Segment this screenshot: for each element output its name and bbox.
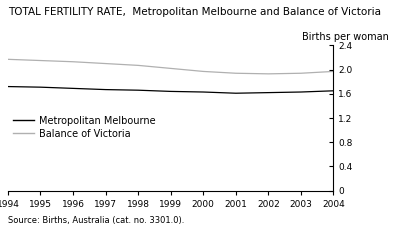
Metropolitan Melbourne bbox=[201, 91, 206, 93]
Balance of Victoria bbox=[6, 58, 10, 61]
Balance of Victoria bbox=[233, 72, 238, 75]
Balance of Victoria bbox=[136, 64, 141, 67]
Text: Source: Births, Australia (cat. no. 3301.0).: Source: Births, Australia (cat. no. 3301… bbox=[8, 216, 184, 225]
Balance of Victoria bbox=[201, 70, 206, 73]
Metropolitan Melbourne bbox=[331, 89, 336, 92]
Line: Metropolitan Melbourne: Metropolitan Melbourne bbox=[8, 86, 333, 93]
Metropolitan Melbourne bbox=[6, 85, 10, 88]
Text: Births per woman: Births per woman bbox=[302, 32, 389, 42]
Line: Balance of Victoria: Balance of Victoria bbox=[8, 59, 333, 74]
Metropolitan Melbourne bbox=[233, 92, 238, 95]
Balance of Victoria bbox=[331, 70, 336, 73]
Balance of Victoria bbox=[38, 59, 43, 62]
Balance of Victoria bbox=[266, 72, 271, 75]
Metropolitan Melbourne bbox=[299, 91, 303, 93]
Metropolitan Melbourne bbox=[103, 88, 108, 91]
Metropolitan Melbourne bbox=[38, 86, 43, 89]
Metropolitan Melbourne bbox=[136, 89, 141, 91]
Text: TOTAL FERTILITY RATE,  Metropolitan Melbourne and Balance of Victoria: TOTAL FERTILITY RATE, Metropolitan Melbo… bbox=[8, 7, 381, 17]
Metropolitan Melbourne bbox=[266, 91, 271, 94]
Legend: Metropolitan Melbourne, Balance of Victoria: Metropolitan Melbourne, Balance of Victo… bbox=[13, 116, 156, 138]
Metropolitan Melbourne bbox=[71, 87, 75, 90]
Balance of Victoria bbox=[71, 60, 75, 63]
Balance of Victoria bbox=[299, 72, 303, 75]
Balance of Victoria bbox=[168, 67, 173, 70]
Metropolitan Melbourne bbox=[168, 90, 173, 93]
Balance of Victoria bbox=[103, 62, 108, 65]
